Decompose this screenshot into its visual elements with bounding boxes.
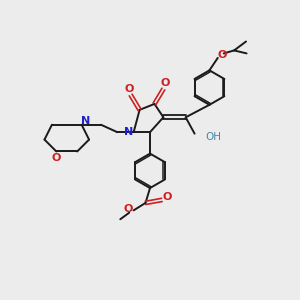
Text: N: N (124, 127, 133, 137)
Text: O: O (124, 84, 134, 94)
Text: O: O (218, 50, 227, 60)
Text: O: O (163, 192, 172, 202)
Text: O: O (160, 78, 170, 88)
Text: O: O (124, 204, 133, 214)
Text: N: N (81, 116, 90, 126)
Text: O: O (52, 153, 61, 163)
Text: OH: OH (205, 132, 221, 142)
